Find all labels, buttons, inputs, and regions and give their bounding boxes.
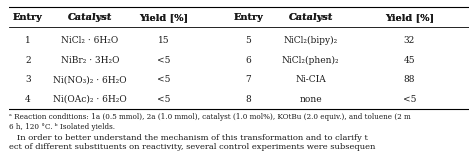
Text: 6: 6: [246, 55, 251, 64]
Text: Entry: Entry: [13, 13, 43, 22]
Text: 6 h, 120 °C. ᵇ Isolated yields.: 6 h, 120 °C. ᵇ Isolated yields.: [9, 123, 116, 131]
Text: Ni(NO₃)₂ · 6H₂O: Ni(NO₃)₂ · 6H₂O: [53, 75, 127, 84]
Text: Entry: Entry: [13, 13, 43, 22]
Text: Yield [%]: Yield [%]: [385, 13, 434, 22]
Text: <5: <5: [403, 95, 416, 104]
Text: 8: 8: [246, 95, 251, 104]
Text: NiCl₂ · 6H₂O: NiCl₂ · 6H₂O: [61, 36, 118, 45]
Text: Catalyst: Catalyst: [289, 13, 333, 22]
Text: Catalyst: Catalyst: [68, 13, 112, 22]
Text: Entry: Entry: [234, 13, 264, 22]
Text: ect of different substituents on reactivity, several control experiments were su: ect of different substituents on reactiv…: [9, 143, 376, 151]
Text: Entry: Entry: [234, 13, 264, 22]
Text: Ni-CIA: Ni-CIA: [295, 75, 326, 84]
Text: Ni(OAc)₂ · 6H₂O: Ni(OAc)₂ · 6H₂O: [53, 95, 127, 104]
Text: NiBr₂ · 3H₂O: NiBr₂ · 3H₂O: [61, 55, 119, 64]
Text: <5: <5: [157, 75, 170, 84]
Text: 7: 7: [246, 75, 251, 84]
Text: <5: <5: [157, 55, 170, 64]
Text: 88: 88: [404, 75, 415, 84]
Text: Yield [%]: Yield [%]: [139, 13, 188, 22]
Text: 2: 2: [25, 55, 31, 64]
Text: 4: 4: [25, 95, 31, 104]
Text: 5: 5: [246, 36, 252, 45]
Text: 3: 3: [25, 75, 31, 84]
Text: Yield [%]: Yield [%]: [139, 13, 188, 22]
Text: 32: 32: [404, 36, 415, 45]
Text: Catalyst: Catalyst: [68, 13, 112, 22]
Text: Catalyst: Catalyst: [289, 13, 333, 22]
Text: <5: <5: [157, 95, 170, 104]
Text: 45: 45: [404, 55, 415, 64]
Text: NiCl₂(bipy)₂: NiCl₂(bipy)₂: [283, 36, 338, 45]
Text: NiCl₂(phen)₂: NiCl₂(phen)₂: [282, 55, 339, 65]
Text: Yield [%]: Yield [%]: [385, 13, 434, 22]
Text: 15: 15: [158, 36, 169, 45]
Text: ᵃ Reaction conditions: 1a (0.5 mmol), 2a (1.0 mmol), catalyst (1.0 mol%), KOtBu : ᵃ Reaction conditions: 1a (0.5 mmol), 2a…: [9, 113, 411, 121]
Text: none: none: [299, 95, 322, 104]
Text: In order to better understand the mechanism of this transformation and to clarif: In order to better understand the mechan…: [9, 133, 368, 142]
Text: 1: 1: [25, 36, 31, 45]
